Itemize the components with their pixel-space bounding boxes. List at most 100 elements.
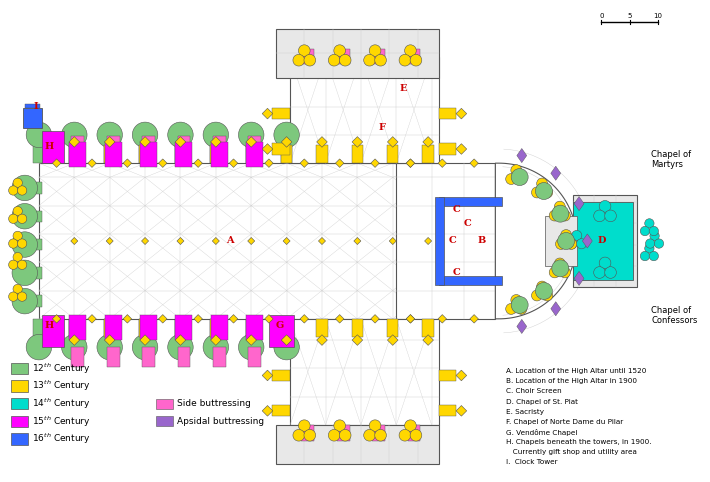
Bar <box>273 108 290 119</box>
Circle shape <box>334 420 346 431</box>
Bar <box>140 142 157 167</box>
Polygon shape <box>281 335 292 346</box>
Circle shape <box>559 210 570 221</box>
Polygon shape <box>496 163 577 319</box>
Circle shape <box>9 186 18 195</box>
Bar <box>422 146 434 163</box>
Circle shape <box>328 54 340 66</box>
Circle shape <box>535 282 552 299</box>
Bar <box>396 163 496 319</box>
Bar <box>408 49 420 64</box>
Polygon shape <box>211 136 221 147</box>
Circle shape <box>567 239 577 249</box>
Polygon shape <box>140 136 151 147</box>
Polygon shape <box>456 405 466 416</box>
Polygon shape <box>88 315 97 323</box>
Circle shape <box>26 122 52 147</box>
Circle shape <box>645 244 654 253</box>
Bar <box>11 416 28 427</box>
Polygon shape <box>406 159 415 167</box>
Circle shape <box>298 45 310 56</box>
Circle shape <box>577 239 586 249</box>
Text: E. Sacristy: E. Sacristy <box>506 409 544 415</box>
Bar <box>178 347 190 367</box>
Circle shape <box>168 122 193 147</box>
Bar <box>439 370 457 381</box>
Polygon shape <box>389 238 396 244</box>
Polygon shape <box>194 159 202 167</box>
Bar <box>439 276 503 285</box>
Circle shape <box>572 230 581 241</box>
Bar <box>70 315 87 340</box>
Bar <box>139 131 151 163</box>
Polygon shape <box>283 238 290 244</box>
Bar <box>246 142 263 167</box>
Text: 16$^{th}$ Century: 16$^{th}$ Century <box>32 432 90 446</box>
Bar <box>439 108 457 119</box>
Circle shape <box>132 335 158 360</box>
Circle shape <box>557 232 574 250</box>
Polygon shape <box>71 238 78 244</box>
Bar <box>175 142 192 167</box>
Bar <box>72 347 84 367</box>
Bar <box>387 319 398 336</box>
Text: Chapel of
Martyrs: Chapel of Martyrs <box>651 150 691 169</box>
Circle shape <box>399 429 411 441</box>
Circle shape <box>649 252 658 261</box>
Bar <box>273 370 290 381</box>
Circle shape <box>605 267 616 278</box>
Bar <box>281 319 293 336</box>
Bar <box>246 319 257 347</box>
Bar <box>25 267 43 279</box>
Circle shape <box>13 253 22 262</box>
Polygon shape <box>123 159 131 167</box>
Text: 13$^{th}$ Century: 13$^{th}$ Century <box>32 379 90 393</box>
Bar <box>213 347 226 367</box>
Circle shape <box>532 290 542 301</box>
Circle shape <box>605 210 616 222</box>
Bar <box>273 405 290 416</box>
Polygon shape <box>262 370 273 381</box>
Circle shape <box>18 214 27 224</box>
Bar <box>372 49 385 64</box>
Text: B. Location of the High Altar in 1900: B. Location of the High Altar in 1900 <box>506 378 637 385</box>
Circle shape <box>640 227 650 236</box>
Bar <box>372 425 385 441</box>
Circle shape <box>550 210 560 221</box>
Polygon shape <box>582 234 592 248</box>
Text: C: C <box>452 268 460 277</box>
Circle shape <box>510 165 522 175</box>
Bar <box>140 315 157 340</box>
Bar <box>276 425 439 464</box>
Polygon shape <box>69 136 80 147</box>
Text: A. Location of the High Altar until 1520: A. Location of the High Altar until 1520 <box>506 368 646 375</box>
Circle shape <box>334 45 346 56</box>
Bar <box>25 295 43 307</box>
Text: 5: 5 <box>628 13 632 19</box>
Circle shape <box>511 169 528 186</box>
Bar <box>281 319 293 347</box>
Circle shape <box>12 232 38 257</box>
Bar <box>175 315 192 340</box>
Bar <box>435 197 444 285</box>
Text: C: C <box>452 205 460 214</box>
Polygon shape <box>551 166 561 180</box>
Circle shape <box>239 335 264 360</box>
Bar <box>25 239 43 250</box>
Bar <box>72 136 84 156</box>
Circle shape <box>559 267 570 278</box>
Text: Side buttressing: Side buttressing <box>177 399 251 408</box>
Circle shape <box>375 429 386 441</box>
Bar <box>23 108 43 128</box>
Bar <box>302 49 315 64</box>
Bar <box>248 347 261 367</box>
Bar <box>155 399 173 409</box>
Text: A: A <box>226 237 234 245</box>
Polygon shape <box>177 238 184 244</box>
Bar <box>175 319 186 336</box>
Circle shape <box>293 54 305 66</box>
Circle shape <box>555 239 567 249</box>
Circle shape <box>18 186 27 195</box>
Text: Chapel of
Confessors: Chapel of Confessors <box>651 306 697 325</box>
Polygon shape <box>371 315 379 323</box>
